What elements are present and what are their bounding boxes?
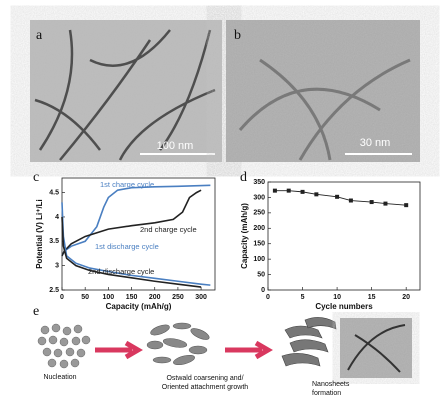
y-tick-label: 2.5 (49, 287, 59, 294)
x-tick-label: 10 (333, 294, 341, 301)
series-line (61, 184, 211, 257)
x-tick-label: 150 (126, 294, 138, 301)
x-tick-label: 15 (368, 294, 376, 301)
series-line (61, 189, 202, 257)
plot-frame (267, 181, 421, 291)
x-tick-label: 5 (301, 294, 305, 301)
x-tick-label: 300 (195, 294, 207, 301)
data-point (314, 192, 319, 197)
tem-image-b (226, 20, 420, 162)
step-label: Ostwald coarsening and/ (166, 375, 243, 382)
y-tick-label: 100 (253, 256, 265, 263)
panel-label: d (240, 170, 247, 185)
y-axis-label: Potential (V) Li⁺/Li (35, 199, 44, 269)
y-tick-label: 150 (253, 241, 265, 248)
annotation: 2nd charge cycle (140, 225, 197, 234)
series-line (61, 216, 202, 288)
y-tick-label: 0 (261, 287, 265, 294)
data-point (335, 194, 340, 199)
y-tick-label: 250 (253, 210, 265, 217)
y-tick-label: 200 (253, 225, 265, 232)
step-label: Nanosheets (312, 381, 350, 388)
scale-bar-label: 100 nm (157, 140, 194, 152)
tem-image-a (30, 20, 222, 162)
y-tick-label: 4.5 (49, 189, 59, 196)
x-tick-label: 250 (172, 294, 184, 301)
annotation: 2nd discharge cycle (88, 267, 154, 276)
x-tick-label: 20 (402, 294, 410, 301)
scale-bar-label: 30 nm (360, 137, 391, 149)
arrow (95, 340, 143, 360)
x-tick-label: 100 (103, 294, 115, 301)
x-tick-label: 0 (266, 294, 270, 301)
x-tick-label: 200 (149, 294, 161, 301)
data-point (286, 188, 291, 193)
series-line (61, 202, 211, 286)
y-tick-label: 3 (55, 262, 59, 269)
data-point (272, 188, 277, 193)
y-tick-label: 50 (257, 271, 265, 278)
data-point (404, 203, 409, 208)
data-point (300, 189, 305, 194)
y-tick-label: 4 (55, 214, 59, 221)
data-point (383, 201, 388, 206)
arrow (225, 340, 273, 360)
x-axis-label: Capacity (mAh/g) (106, 302, 172, 311)
data-point (369, 200, 374, 205)
nucleation-particles (37, 323, 91, 369)
annotation: 1st charge cycle (100, 180, 154, 189)
coarsening-particles (146, 322, 210, 366)
nanosheet-image (340, 318, 412, 378)
annotation: 1st discharge cycle (95, 242, 159, 251)
nanosheets (281, 317, 337, 367)
panel-label: a (36, 28, 43, 43)
step-label: formation (312, 390, 341, 397)
plot-frame (61, 177, 216, 291)
y-axis-label: Capacity (mAh/g) (240, 203, 249, 269)
step-label: Oriented attachment growth (162, 384, 248, 391)
y-tick-label: 300 (253, 194, 265, 201)
panel-label: e (33, 304, 39, 319)
y-tick-label: 350 (253, 179, 265, 186)
x-tick-label: 0 (60, 294, 64, 301)
x-axis-label: Cycle numbers (315, 302, 373, 311)
data-point (348, 198, 353, 203)
x-tick-label: 50 (81, 294, 89, 301)
panel-label: b (234, 28, 241, 43)
panel-label: c (33, 170, 39, 185)
y-tick-label: 3.5 (49, 238, 59, 245)
step-label: Nucleation (43, 374, 76, 381)
